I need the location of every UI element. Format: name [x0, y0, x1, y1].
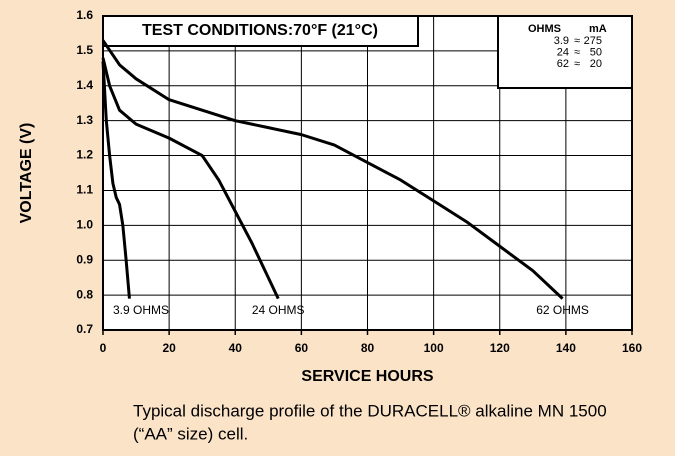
y-tick-label: 1.0 [76, 218, 93, 232]
y-tick-label: 1.4 [76, 78, 93, 92]
legend-ma: 275 [584, 35, 602, 47]
legend-ohms: 24 [557, 46, 569, 58]
line [101, 39, 564, 300]
legend-sign: ≈ [574, 46, 580, 58]
y-tick-label: 0.9 [76, 252, 93, 266]
y-tick-label: 0.8 [76, 287, 93, 301]
x-tick-label: 160 [622, 341, 642, 355]
x-tick-label: 0 [100, 341, 107, 355]
y-axis-label: VOLTAGE (V) [18, 123, 35, 224]
y-tick-label: 1.1 [76, 183, 93, 197]
x-axis-label: SERVICE HOURS [301, 368, 434, 385]
series-label: 3.9 OHMS [113, 303, 169, 317]
y-tick-label: 1.3 [76, 113, 93, 127]
x-tick-label: 40 [229, 341, 243, 355]
title-box [102, 15, 419, 47]
x-tick-label: 140 [556, 341, 576, 355]
legend-header: OHMS [528, 23, 561, 35]
series-label: 62 OHMS [536, 303, 589, 317]
line [101, 57, 280, 300]
y-tick-label: 1.2 [76, 148, 93, 162]
legend-ohms: 62 [557, 58, 569, 70]
x-tick-label: 80 [361, 341, 375, 355]
y-tick-label: 1.6 [76, 8, 93, 22]
chart-title: TEST CONDITIONS:70°F (21°C) [142, 22, 378, 39]
caption: Typical discharge profile of the DURACEL… [133, 401, 607, 420]
legend-sign: ≈ [574, 35, 580, 47]
legend-header: mA [589, 23, 607, 35]
legend-ma: 20 [590, 58, 602, 70]
series-label: 24 OHMS [252, 303, 305, 317]
legend-ohms: 3.9 [554, 35, 569, 47]
x-tick-label: 60 [295, 341, 309, 355]
line [101, 61, 131, 299]
x-tick-label: 120 [490, 341, 510, 355]
legend-box [497, 15, 633, 89]
y-tick-label: 0.7 [76, 322, 93, 336]
legend-ma: 50 [590, 46, 602, 58]
caption: (“AA” size) cell. [133, 424, 248, 443]
y-tick-label: 1.5 [76, 43, 93, 57]
x-tick-label: 100 [424, 341, 444, 355]
legend-sign: ≈ [574, 58, 580, 70]
x-tick-label: 20 [162, 341, 176, 355]
